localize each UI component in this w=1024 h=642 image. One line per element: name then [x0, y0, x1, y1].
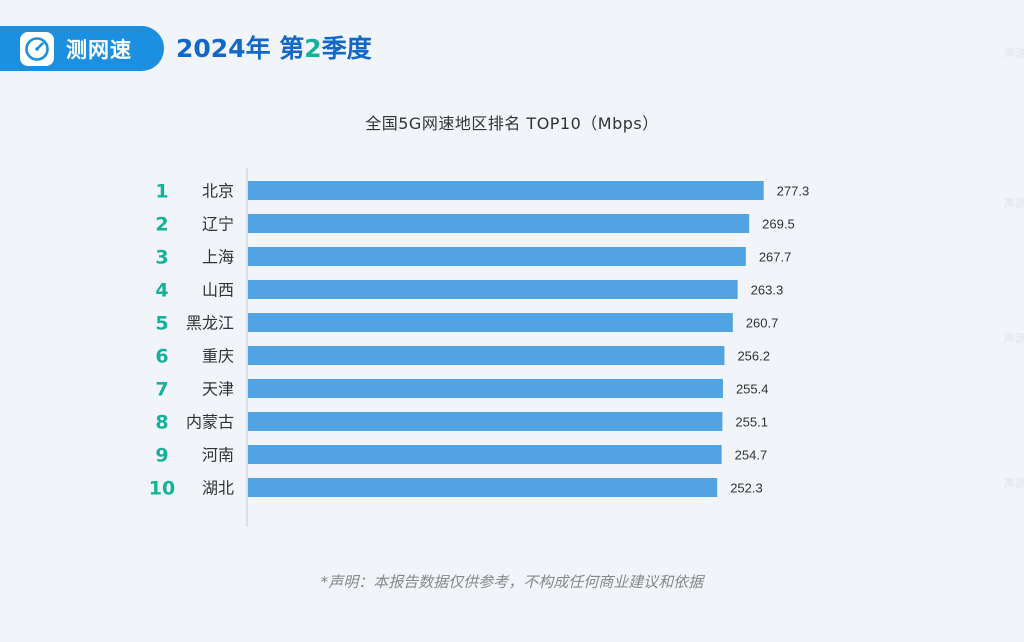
value-label: 256.2	[737, 349, 770, 364]
bar	[248, 379, 723, 398]
region-label: 黑龙江	[186, 314, 234, 333]
value-label: 277.3	[777, 184, 810, 199]
rank-label: 5	[155, 313, 168, 335]
value-label: 267.7	[759, 250, 792, 265]
headline-prefix: 2024年 第	[176, 34, 305, 63]
rank-label: 8	[155, 412, 168, 434]
region-label: 北京	[202, 182, 234, 201]
bar	[248, 445, 722, 464]
chart-title: 全国5G网速地区排名 TOP10（Mbps）	[365, 114, 659, 133]
disclaimer: *声明：本报告数据仅供参考，不构成任何商业建议和依据	[320, 573, 704, 591]
bar	[248, 247, 746, 266]
brand-badge: 测网速	[0, 26, 164, 71]
value-label: 269.5	[762, 217, 795, 232]
region-label: 山西	[202, 281, 234, 300]
watermark: 声测	[1004, 332, 1024, 345]
rank-label: 2	[155, 214, 168, 236]
region-label: 湖北	[202, 479, 234, 498]
bar	[248, 280, 738, 299]
speedometer-icon	[20, 31, 54, 66]
value-label: 255.1	[735, 415, 768, 430]
report-headline: 2024年 第2季度	[176, 32, 372, 66]
region-label: 辽宁	[202, 215, 234, 234]
bar	[248, 346, 725, 365]
rank-label: 10	[149, 478, 175, 500]
headline-suffix: 季度	[321, 34, 372, 63]
brand-name: 测网速	[66, 37, 132, 62]
region-label: 河南	[202, 446, 234, 465]
bar	[248, 478, 718, 497]
value-label: 263.3	[751, 283, 784, 298]
bar	[248, 214, 750, 233]
value-label: 252.3	[730, 481, 763, 496]
headline-quarter: 2	[304, 34, 322, 63]
bar	[248, 313, 733, 332]
rank-label: 1	[155, 181, 168, 203]
rank-label: 7	[155, 379, 168, 401]
bar	[248, 181, 764, 200]
value-label: 260.7	[746, 316, 779, 331]
watermark: 声测	[1004, 197, 1024, 210]
region-label: 天津	[202, 380, 234, 399]
region-label: 内蒙古	[186, 413, 234, 432]
rank-label: 3	[155, 247, 168, 269]
watermark: 声测	[1004, 477, 1024, 490]
value-label: 254.7	[735, 448, 768, 463]
value-label: 255.4	[736, 382, 769, 397]
region-label: 重庆	[202, 347, 234, 366]
rank-label: 4	[155, 280, 168, 302]
watermark: 声测	[1004, 47, 1024, 60]
rank-label: 6	[155, 346, 168, 368]
bar	[248, 412, 723, 431]
region-label: 上海	[202, 248, 234, 267]
rank-label: 9	[155, 445, 168, 467]
